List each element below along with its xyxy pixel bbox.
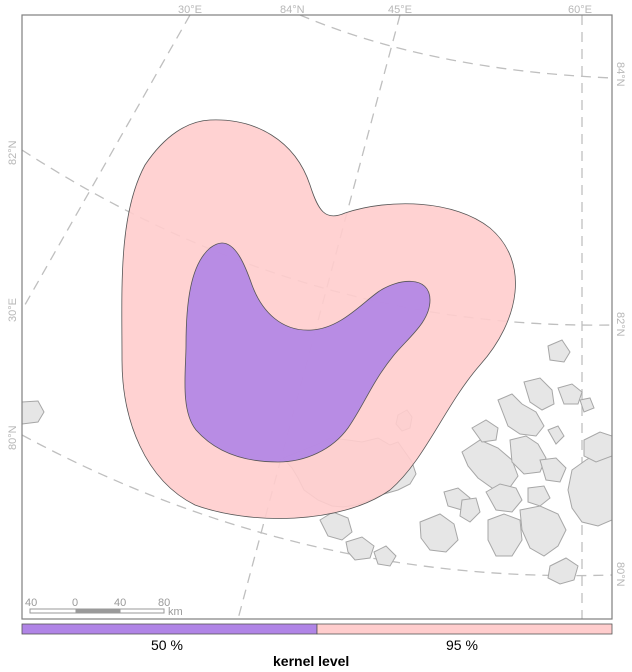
land-island xyxy=(547,557,579,585)
land-island xyxy=(557,383,583,405)
legend-swatch-95 xyxy=(316,623,613,635)
graticule-parallel-82n xyxy=(22,149,612,326)
scale-segment xyxy=(75,608,121,614)
land-island xyxy=(519,505,567,557)
scale-tick-label: 40 xyxy=(114,597,126,609)
label-lon-60e: 60°E xyxy=(568,4,592,16)
land-island xyxy=(373,545,397,567)
scale-bar: 40 0 40 80 km xyxy=(25,597,183,618)
scale-segment xyxy=(119,608,165,614)
label-lon-45e: 45°E xyxy=(388,4,412,16)
scale-segment xyxy=(29,608,77,614)
label-lon-30e-left: 30°E xyxy=(7,298,19,322)
label-lat-80n-right: 80°N xyxy=(614,562,626,587)
land-island xyxy=(419,513,459,553)
label-lat-80n-left: 80°N xyxy=(7,425,19,450)
land-island xyxy=(579,397,595,413)
land-island xyxy=(547,339,571,363)
scale-tick-label: 0 xyxy=(72,597,78,609)
legend-label-95: 95 % xyxy=(446,637,478,653)
land-island xyxy=(487,513,523,557)
land-island xyxy=(345,536,375,561)
land-island xyxy=(459,497,481,523)
legend-title: kernel level xyxy=(273,653,350,669)
scale-unit: km xyxy=(168,606,183,618)
label-lat-82n-left: 82°N xyxy=(7,140,19,165)
label-lat-82n-right: 82°N xyxy=(614,312,626,337)
land-island xyxy=(485,483,523,513)
land-island xyxy=(497,393,545,437)
map-frame xyxy=(21,14,613,620)
land-island xyxy=(583,431,612,463)
land-island xyxy=(547,425,565,445)
land-island xyxy=(523,377,555,411)
land-island xyxy=(471,419,499,443)
graticule-meridian-30e xyxy=(22,15,191,311)
land-svalbard xyxy=(22,400,45,425)
graticule-parallel-84n xyxy=(299,15,612,79)
label-lat-84n-right: 84°N xyxy=(614,62,626,87)
legend-label-50: 50 % xyxy=(151,637,183,653)
scale-tick-label: 80 xyxy=(158,597,170,609)
scale-tick-label: 40 xyxy=(25,597,37,609)
land-island xyxy=(461,439,519,491)
label-lon-30e: 30°E xyxy=(178,4,202,16)
kernel-50-polygon xyxy=(184,242,431,463)
graticule-parallel-80n xyxy=(22,434,612,577)
legend-swatch-50 xyxy=(21,623,318,635)
land-island xyxy=(527,485,551,507)
land-island xyxy=(539,457,567,483)
label-lat-84n-top: 84°N xyxy=(280,4,305,16)
